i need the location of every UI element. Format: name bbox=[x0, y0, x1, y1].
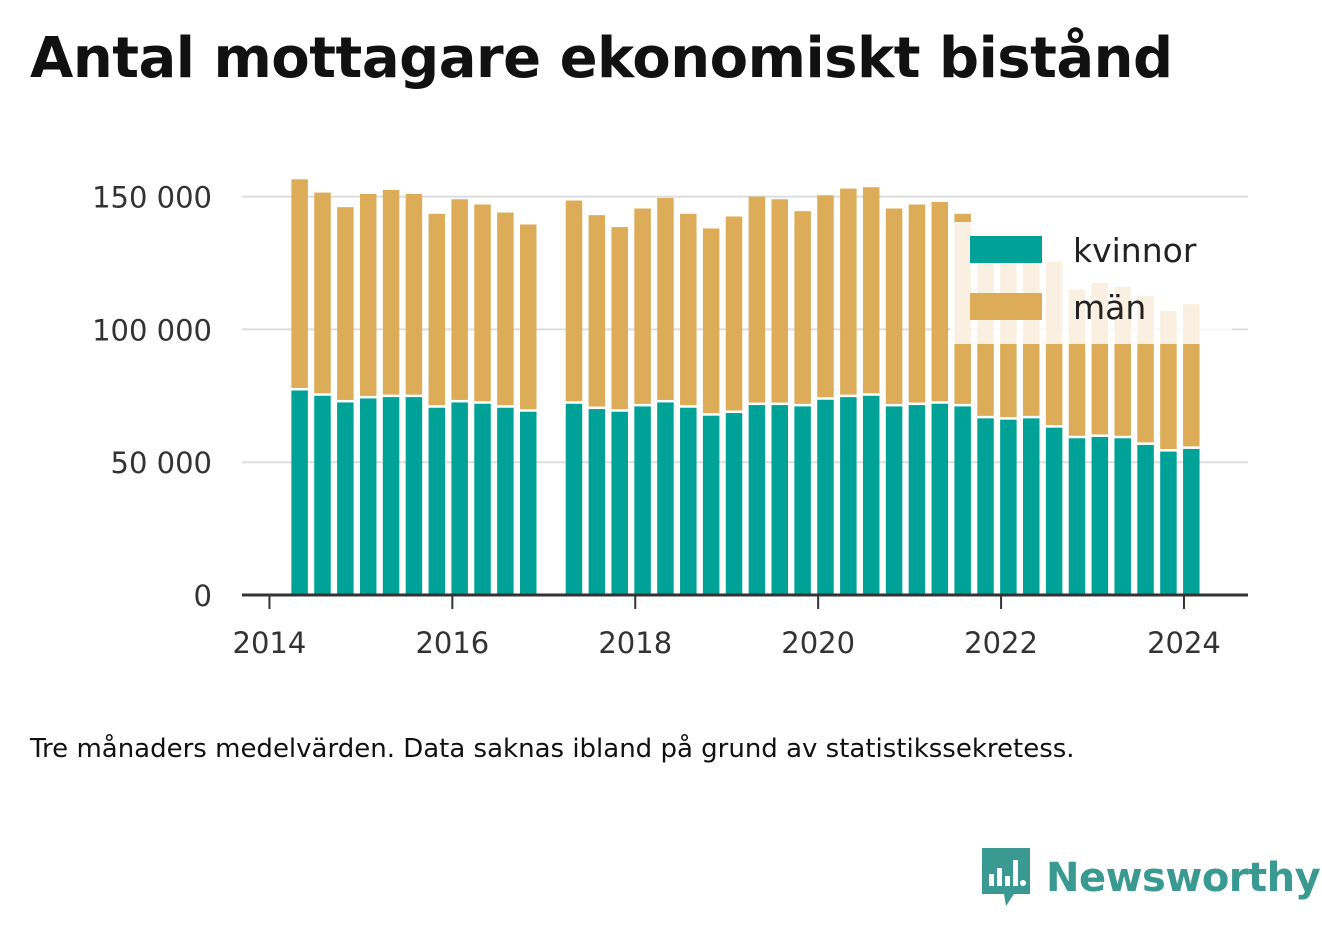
bar-kvinnor bbox=[1137, 444, 1154, 595]
stacked-bar-chart: 0 50 000 100 000 150 000 2014 2016 2018 2020 202… bbox=[92, 179, 1248, 660]
brand-logo[interactable]: Newsworthy bbox=[980, 846, 1321, 910]
chart-note: Tre månaders medelvärden. Data saknas ib… bbox=[30, 734, 1075, 764]
bar-kvinnor bbox=[1114, 438, 1131, 595]
bar-chart-speech-bubble-icon bbox=[982, 848, 1030, 906]
brand-name: Newsworthy bbox=[1046, 855, 1321, 901]
bar-kvinnor bbox=[520, 411, 537, 595]
bar-kvinnor bbox=[497, 407, 514, 595]
bar-kvinnor bbox=[405, 397, 423, 595]
bar-kvinnor bbox=[382, 397, 400, 595]
bar-man bbox=[725, 216, 743, 411]
bar-man bbox=[497, 212, 514, 406]
bar-kvinnor bbox=[1023, 418, 1040, 595]
bar-kvinnor bbox=[565, 403, 583, 595]
bar-kvinnor bbox=[588, 409, 606, 595]
bar-kvinnor bbox=[908, 405, 926, 595]
bar-kvinnor bbox=[725, 413, 743, 595]
bar-man bbox=[428, 213, 446, 406]
bar-kvinnor bbox=[337, 402, 354, 595]
bar-kvinnor bbox=[474, 403, 491, 595]
x-tick-label: 2020 bbox=[781, 626, 855, 660]
bar-man bbox=[862, 187, 880, 394]
legend-swatch bbox=[970, 293, 1042, 320]
bar-man bbox=[702, 228, 720, 414]
bar-man bbox=[1160, 310, 1177, 450]
bar-kvinnor bbox=[1183, 448, 1200, 595]
bar-man bbox=[840, 188, 857, 395]
bar-man bbox=[314, 192, 331, 394]
bar-man bbox=[908, 204, 926, 403]
bar-man bbox=[931, 201, 949, 402]
y-tick-label: 150 000 bbox=[92, 181, 212, 215]
bar-kvinnor bbox=[862, 395, 880, 595]
bar-man bbox=[588, 215, 606, 407]
bar-kvinnor bbox=[634, 406, 651, 595]
x-tick-label: 2016 bbox=[415, 626, 489, 660]
bar-kvinnor bbox=[1091, 436, 1109, 595]
legend-label: män bbox=[1073, 288, 1146, 327]
bar-man bbox=[405, 193, 423, 395]
legend-swatch bbox=[970, 236, 1042, 263]
x-tick-label: 2024 bbox=[1147, 626, 1221, 660]
bar-kvinnor bbox=[657, 402, 674, 595]
bar-kvinnor bbox=[428, 407, 446, 595]
x-tick-label: 2022 bbox=[964, 626, 1038, 660]
bar-man bbox=[451, 199, 468, 400]
legend-label: kvinnor bbox=[1073, 231, 1197, 270]
y-tick-label: 50 000 bbox=[111, 446, 212, 480]
bar-man bbox=[382, 189, 400, 395]
bar-man bbox=[680, 213, 697, 406]
bar-kvinnor bbox=[885, 406, 903, 595]
bar-kvinnor bbox=[1000, 419, 1017, 595]
bar-man bbox=[520, 224, 537, 410]
x-tick-label: 2018 bbox=[598, 626, 672, 660]
bar-kvinnor bbox=[359, 398, 377, 595]
bar-kvinnor bbox=[954, 406, 971, 595]
bar-man bbox=[771, 199, 789, 403]
bar-man bbox=[817, 195, 834, 398]
bar-kvinnor bbox=[771, 405, 789, 595]
bar-kvinnor bbox=[1160, 451, 1177, 595]
x-tick-label: 2014 bbox=[233, 626, 307, 660]
axes: 0 50 000 100 000 150 000 2014 2016 2018 2020 202… bbox=[92, 181, 1248, 660]
bar-kvinnor bbox=[451, 402, 468, 595]
y-tick-label: 0 bbox=[194, 579, 212, 613]
bar-man bbox=[748, 196, 766, 403]
bar-kvinnor bbox=[702, 415, 720, 595]
bar-man bbox=[657, 197, 674, 400]
bar-kvinnor bbox=[611, 411, 628, 595]
bar-kvinnor bbox=[1068, 438, 1086, 595]
bar-kvinnor bbox=[1045, 427, 1063, 595]
bar-kvinnor bbox=[748, 405, 766, 595]
bar-man bbox=[611, 227, 628, 410]
y-tick-label: 100 000 bbox=[92, 313, 212, 347]
chart-title: Antal mottagare ekonomiskt bistånd bbox=[30, 26, 1173, 91]
bar-man bbox=[337, 207, 354, 400]
bar-kvinnor bbox=[794, 406, 811, 595]
bar-man bbox=[359, 193, 377, 396]
bar-man bbox=[794, 211, 811, 404]
legend: kvinnor män bbox=[950, 222, 1232, 344]
bar-kvinnor bbox=[977, 418, 994, 595]
bar-man bbox=[634, 208, 651, 404]
bar-kvinnor bbox=[291, 390, 308, 595]
bar-kvinnor bbox=[817, 399, 834, 595]
bar-kvinnor bbox=[314, 395, 331, 595]
bar-man bbox=[885, 208, 903, 404]
bar-man bbox=[291, 179, 308, 388]
bar-kvinnor bbox=[840, 397, 857, 595]
bars bbox=[291, 179, 1200, 595]
bar-man bbox=[474, 204, 491, 402]
bar-kvinnor bbox=[931, 403, 949, 595]
bar-kvinnor bbox=[680, 407, 697, 595]
bar-man bbox=[565, 200, 583, 402]
